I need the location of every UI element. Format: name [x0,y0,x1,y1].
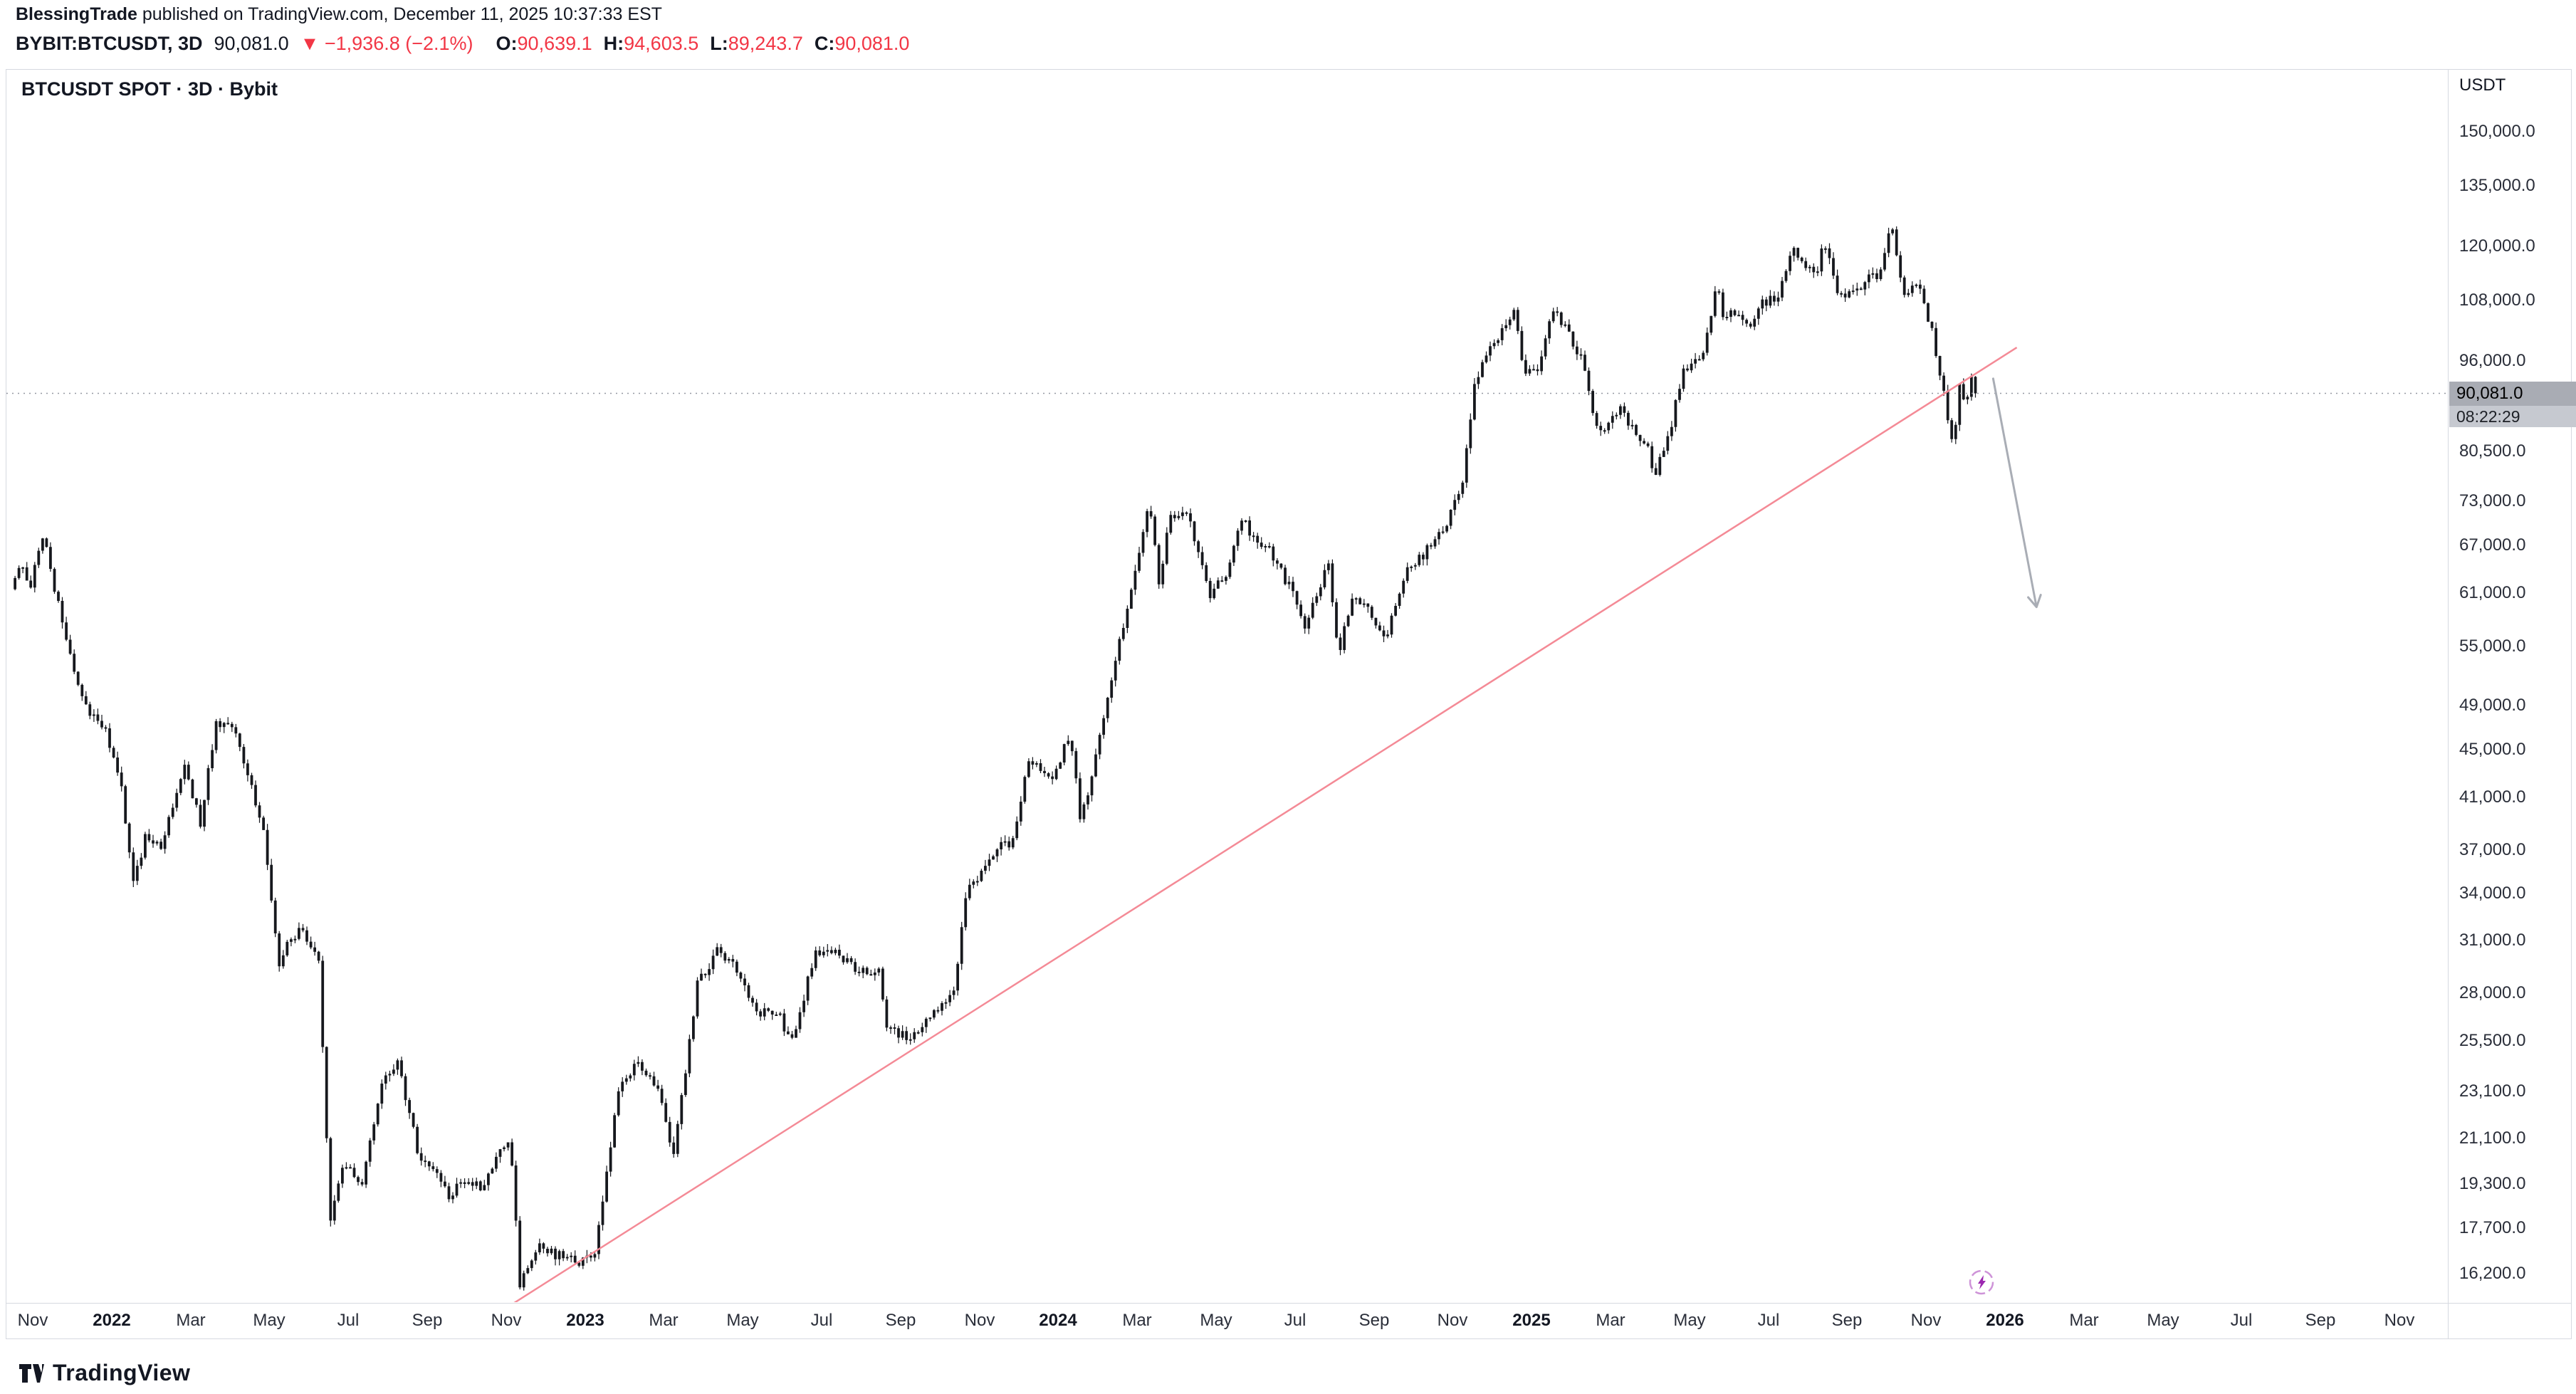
price-tick-label: 17,700.0 [2459,1218,2526,1237]
month-tick-label: May [253,1311,286,1330]
axis-currency-label[interactable]: USDT [2459,75,2506,95]
trendline[interactable] [513,347,2018,1303]
month-tick-label: Sep [412,1311,443,1330]
price-tick-label: 31,000.0 [2459,931,2526,950]
ohlc-values: O:90,639.1 H:94,603.5 L:89,243.7 C:90,081.0 [485,33,910,55]
month-tick-label: May [1673,1311,1706,1330]
price-tick-label: 108,000.0 [2459,290,2535,310]
month-tick-label: Mar [176,1311,206,1330]
year-tick-label: 2023 [566,1311,604,1330]
month-tick-label: Sep [1358,1311,1390,1330]
price-tick-label: 34,000.0 [2459,884,2526,903]
month-tick-label: Sep [885,1311,916,1330]
month-tick-label: Mar [649,1311,679,1330]
month-tick-label: Nov [17,1311,48,1330]
author-name[interactable]: BlessingTrade [16,4,137,24]
ohlc-value: 90,081.0 [834,33,910,54]
month-tick-label: Nov [491,1311,522,1330]
tradingview-logo[interactable]: TradingView [19,1360,190,1386]
symbol-title[interactable]: BYBIT:BTCUSDT, 3D [16,33,203,54]
ohlc-value: 90,639.1 [517,33,592,54]
month-tick-label: Jul [810,1311,833,1330]
price-tick-label: 45,000.0 [2459,740,2526,759]
month-tick-label: Nov [964,1311,995,1330]
boost-icon[interactable] [1969,1269,1994,1295]
last-price-badge-value: 90,081.0 [2449,382,2576,406]
month-tick-label: Nov [1437,1311,1468,1330]
month-tick-label: Mar [1122,1311,1152,1330]
year-tick-label: 2026 [1986,1311,2024,1330]
price-tick-label: 21,100.0 [2459,1128,2526,1148]
ohlc-label: H: [603,33,624,54]
month-tick-label: Sep [1831,1311,1863,1330]
chart-frame [6,69,2572,1339]
last-price-badge: 90,081.0 08:22:29 [2449,382,2576,427]
month-tick-label: Jul [1757,1311,1780,1330]
price-tick-label: 73,000.0 [2459,491,2526,510]
chart-legend-title[interactable]: BTCUSDT SPOT · 3D · Bybit [21,78,278,100]
date-axis[interactable]: Nov 2022 Mar May Jul Sep Nov 2023 Mar May Jul Sep No… [0,1311,2576,1339]
month-tick-label: May [726,1311,759,1330]
year-tick-label: 2022 [93,1311,131,1330]
change-indicator: ▼ −1,936.8 (−2.1%) [300,33,473,55]
down-triangle-icon: ▼ [300,33,320,54]
price-tick-label: 23,100.0 [2459,1081,2526,1101]
published-line: BlessingTrade published on TradingView.c… [16,4,909,25]
month-tick-label: Nov [2384,1311,2415,1330]
symbol-info-bar: BYBIT:BTCUSDT, 3D 90,081.0 ▼ −1,936.8 (−… [16,33,909,55]
price-tick-label: 25,500.0 [2459,1031,2526,1050]
price-axis-separator [2448,69,2449,1339]
price-tick-label: 80,500.0 [2459,441,2526,461]
snapshot-header: BlessingTrade published on TradingView.c… [16,4,909,55]
ohlc-value: 94,603.5 [624,33,699,54]
bar-close-countdown: 08:22:29 [2449,406,2576,427]
candle-bodies [14,229,1977,1288]
price-tick-label: 67,000.0 [2459,535,2526,555]
year-tick-label: 2025 [1512,1311,1551,1330]
projection-arrow[interactable] [1991,377,2042,609]
candle-wicks [14,226,1976,1291]
month-tick-label: Mar [1596,1311,1625,1330]
price-tick-label: 150,000.0 [2459,122,2535,141]
year-tick-label: 2024 [1039,1311,1077,1330]
ohlc-label: O: [496,33,518,54]
price-tick-label: 96,000.0 [2459,351,2526,370]
ohlc-label: L: [710,33,728,54]
header-last-price: 90,081.0 [214,33,289,54]
month-tick-label: Sep [2305,1311,2336,1330]
date-axis-separator [6,1303,2572,1304]
price-tick-label: 55,000.0 [2459,636,2526,656]
ohlc-value: 89,243.7 [728,33,803,54]
price-tick-label: 120,000.0 [2459,236,2535,256]
published-text: published on TradingView.com, December 1… [137,4,662,24]
tradingview-logo-icon [19,1363,44,1383]
change-value: −1,936.8 (−2.1%) [324,33,473,54]
price-tick-label: 37,000.0 [2459,840,2526,859]
month-tick-label: Mar [2069,1311,2099,1330]
month-tick-label: Jul [337,1311,360,1330]
price-axis[interactable]: 150,000.0 135,000.0 120,000.0 108,000.0 96,0… [2454,0,2576,1394]
month-tick-label: Jul [2230,1311,2253,1330]
month-tick-label: Nov [1910,1311,1942,1330]
price-tick-label: 28,000.0 [2459,983,2526,1002]
price-tick-label: 41,000.0 [2459,787,2526,807]
tradingview-logo-text: TradingView [53,1360,191,1385]
price-tick-label: 19,300.0 [2459,1174,2526,1193]
price-tick-label: 49,000.0 [2459,696,2526,715]
month-tick-label: Jul [1284,1311,1307,1330]
month-tick-label: May [2147,1311,2179,1330]
price-tick-label: 16,200.0 [2459,1264,2526,1283]
price-tick-label: 135,000.0 [2459,176,2535,195]
month-tick-label: May [1200,1311,1232,1330]
price-tick-label: 61,000.0 [2459,583,2526,602]
ohlc-label: C: [814,33,835,54]
